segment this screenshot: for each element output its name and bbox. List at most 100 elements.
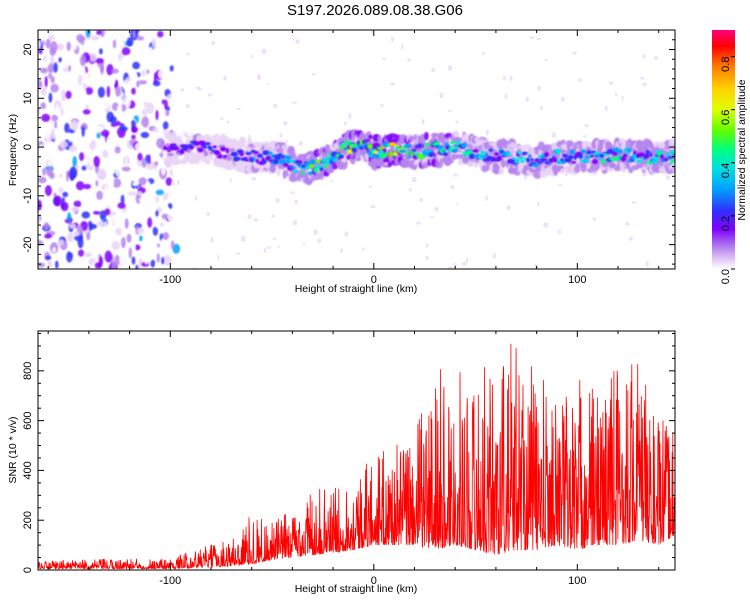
spectrogram-cell xyxy=(228,148,236,152)
spectrogram-cell xyxy=(108,168,117,174)
colorbar-tick-label: 0.2 xyxy=(720,216,732,231)
spectrogram-cell xyxy=(447,109,452,112)
spectrogram-cell xyxy=(101,104,109,110)
spectrogram-cell xyxy=(389,142,397,147)
spectrogram-cell xyxy=(146,90,153,99)
spectrogram-cell xyxy=(111,132,118,140)
spectrogram-cell xyxy=(434,206,439,212)
spectrogram-cell xyxy=(53,192,57,198)
spectrogram-cell xyxy=(40,86,47,96)
spectrogram-cell xyxy=(576,163,581,168)
spectrogram-cell xyxy=(669,150,675,155)
spectrogram-cell xyxy=(359,146,364,150)
spectrogram-cell xyxy=(54,120,58,129)
spectrogram-cell xyxy=(628,236,634,241)
spectrogram-cell xyxy=(553,153,562,159)
spectrogram-cell xyxy=(195,86,201,89)
spectrogram-cell xyxy=(572,51,577,55)
spectrogram-cell xyxy=(121,236,126,249)
spectrogram-cell xyxy=(362,139,367,145)
spectrogram-cell xyxy=(225,155,233,161)
spectrogram-cell xyxy=(506,205,511,211)
spectrogram-cell xyxy=(138,80,148,85)
spectrogram-cell xyxy=(116,40,125,49)
spectrogram-cell xyxy=(60,201,69,212)
spectrogram-cell xyxy=(83,38,91,49)
spectrogram-cell xyxy=(83,252,93,258)
spectrogram-cell xyxy=(614,93,618,97)
spectrogram-cell xyxy=(485,195,488,201)
spectrogram-cell xyxy=(567,155,575,160)
spectrogram-cell xyxy=(76,34,84,42)
snr-ylabel: SNR (10 * v/v) xyxy=(7,416,19,483)
spectrogram-cell xyxy=(357,154,362,161)
spectrogram-cell xyxy=(255,158,259,164)
spectrogram-cell xyxy=(366,150,371,155)
spectrogram-cell xyxy=(132,214,137,226)
spectrogram-cell xyxy=(119,255,125,265)
spectrogram-cell xyxy=(208,146,213,151)
spectrogram-cell xyxy=(645,161,653,165)
spectrogram-cell xyxy=(370,205,376,209)
spectrogram-cell xyxy=(58,187,64,193)
spectrogram-cell xyxy=(663,157,669,162)
spectrogram-cell xyxy=(100,115,108,125)
spectrogram-cell xyxy=(313,229,318,236)
spectrogram-cell xyxy=(312,73,316,76)
spectrogram-cell xyxy=(262,159,267,164)
spectrogram-cell xyxy=(132,61,141,70)
spectrogram-cell xyxy=(292,170,299,173)
spectrogram-cell xyxy=(480,150,485,155)
spectrogram-cell xyxy=(569,149,575,155)
spectrogram-cell xyxy=(165,177,173,186)
spectrogram-cell xyxy=(124,156,129,166)
spectrogram-cell xyxy=(419,198,424,202)
spectrogram-cell xyxy=(100,129,110,137)
spectrogram-cell xyxy=(564,172,568,177)
spectrogram-cell xyxy=(96,125,104,133)
colorbar: 0.0 0.2 0.4 0.6 0.8 Normalized spectral ampl… xyxy=(712,30,748,284)
spectrogram-cell xyxy=(110,157,115,164)
spectrogram-cell xyxy=(148,46,154,54)
spectrogram-cell xyxy=(78,74,83,86)
spectrogram-cell xyxy=(68,136,73,143)
spectrogram-cell xyxy=(636,159,642,163)
spectrogram-cell xyxy=(122,79,131,91)
spectrogram-cell xyxy=(95,180,99,187)
spectrogram-cell xyxy=(526,157,530,163)
spectrogram-cell xyxy=(141,157,147,168)
spectrogram-cell xyxy=(127,191,137,196)
spectrogram-cell xyxy=(561,160,566,165)
spectrogram-cell xyxy=(439,92,444,99)
spectrogram-cell xyxy=(467,160,475,167)
spectrogram-cell xyxy=(94,202,103,212)
spectrogram-cell xyxy=(170,180,175,186)
spectrogram-cell xyxy=(131,134,136,140)
spectrogram-cell xyxy=(448,266,452,269)
spectrogram-cell xyxy=(91,262,96,268)
spectrogram-cell xyxy=(55,260,59,269)
spectrogram-cell xyxy=(625,221,630,226)
spectrogram-cell xyxy=(106,64,114,76)
spectrogram-cell xyxy=(147,217,153,228)
spectrogram-cell xyxy=(119,118,127,124)
spectrogram-cell xyxy=(380,103,384,108)
spectrogram-cell xyxy=(38,240,44,246)
spectrogram-cell xyxy=(155,262,158,269)
spectrogram-cell xyxy=(411,148,417,152)
spectrogram-cell xyxy=(442,152,448,157)
spectrogram-cell xyxy=(155,210,159,217)
spectrogram-cell xyxy=(525,96,530,102)
spectrogram-cell xyxy=(558,229,562,235)
spectrogram-cell xyxy=(442,149,446,153)
spectrogram-cell xyxy=(230,152,239,157)
spectrogram-cell xyxy=(642,53,646,59)
spectrogram-cell xyxy=(73,200,82,207)
spectrogram-ytick-label: -20 xyxy=(22,237,34,253)
spectrogram-cell xyxy=(56,43,64,51)
spectrogram-cell xyxy=(58,57,62,63)
spectrogram-cell xyxy=(93,210,101,215)
spectrogram-cell xyxy=(276,168,281,177)
spectrogram-cell xyxy=(283,163,289,167)
